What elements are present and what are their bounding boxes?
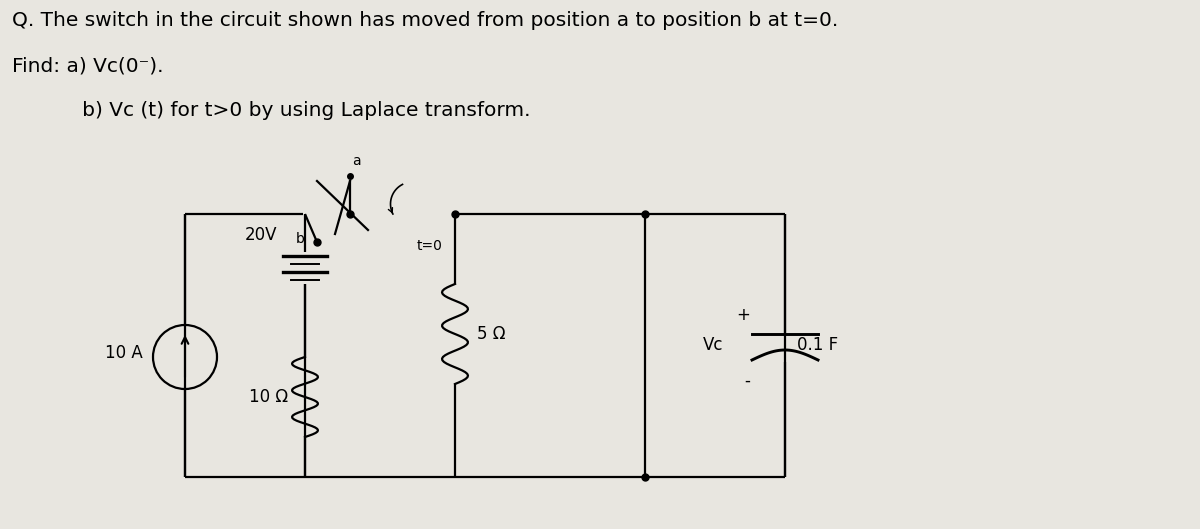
Text: Find: a) Vc(0⁻).: Find: a) Vc(0⁻). [12,57,163,76]
Text: b: b [296,232,305,246]
Text: +: + [736,306,750,324]
Text: 20V: 20V [245,226,277,244]
Text: t=0: t=0 [418,239,443,253]
Text: b) Vc (t) for t>0 by using Laplace transform.: b) Vc (t) for t>0 by using Laplace trans… [12,101,530,120]
Text: -: - [744,372,750,390]
Text: 5 Ω: 5 Ω [476,325,505,343]
Text: 10 Ω: 10 Ω [248,388,288,406]
Text: Q. The switch in the circuit shown has moved from position a to position b at t=: Q. The switch in the circuit shown has m… [12,11,839,30]
Text: Vc: Vc [703,336,724,354]
Text: 10 A: 10 A [106,344,143,362]
Text: a: a [352,154,361,168]
Text: 0.1 F: 0.1 F [797,336,838,354]
